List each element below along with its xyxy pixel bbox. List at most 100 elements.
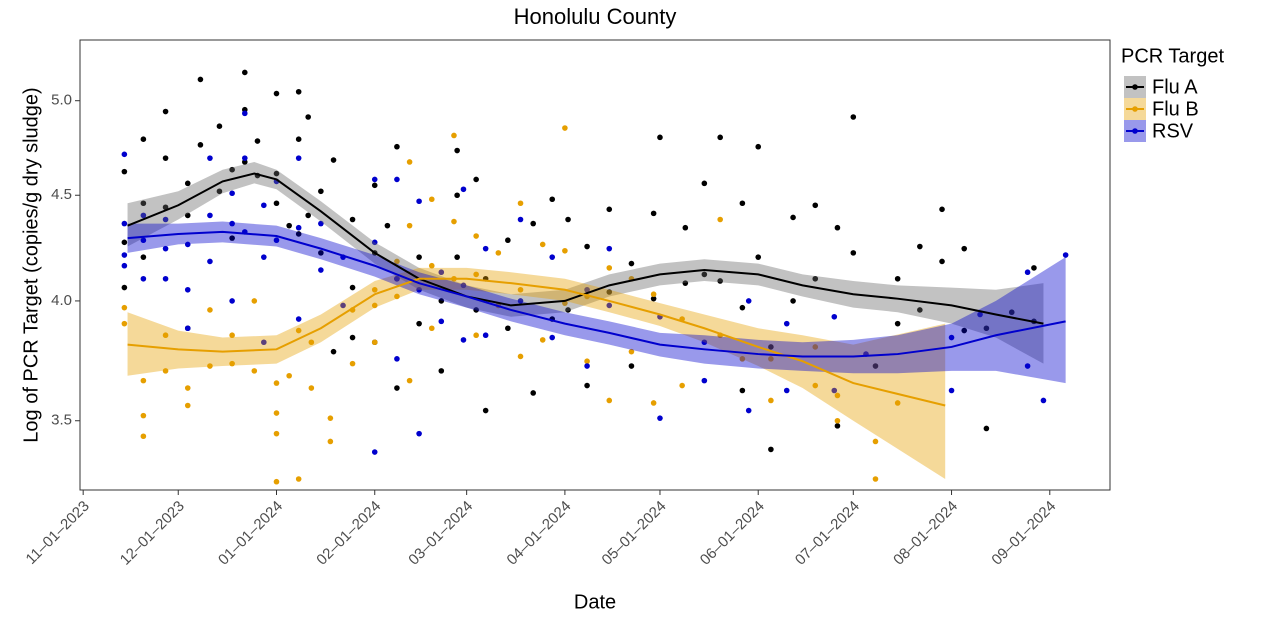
- data-point: [273, 200, 280, 207]
- data-point: [565, 216, 571, 223]
- data-point: [517, 200, 524, 207]
- data-point: [562, 125, 568, 131]
- data-point: [983, 325, 990, 332]
- data-point: [416, 254, 422, 260]
- data-point: [184, 241, 191, 248]
- data-point: [273, 170, 280, 177]
- data-point: [140, 200, 147, 207]
- data-point: [460, 186, 467, 193]
- data-point: [428, 196, 435, 203]
- data-point: [517, 286, 524, 293]
- legend-dot: [1132, 84, 1138, 90]
- data-point: [1024, 269, 1031, 276]
- data-point: [184, 212, 191, 219]
- data-point: [584, 286, 590, 293]
- data-point: [482, 332, 489, 339]
- data-point: [216, 188, 223, 195]
- data-point: [650, 400, 657, 406]
- data-point: [229, 235, 235, 241]
- data-point: [657, 415, 663, 421]
- data-point: [530, 220, 536, 227]
- data-point: [305, 114, 311, 120]
- data-point: [701, 377, 708, 384]
- data-point: [628, 363, 635, 369]
- y-tick-label: 5.0: [51, 92, 72, 109]
- trend-line: [127, 230, 1066, 358]
- data-point: [783, 387, 790, 394]
- data-point: [739, 200, 746, 207]
- data-point: [261, 339, 267, 346]
- data-point: [495, 250, 502, 256]
- data-point: [682, 224, 689, 231]
- data-point: [121, 239, 128, 246]
- data-point: [473, 332, 479, 339]
- data-point: [140, 412, 147, 419]
- data-point: [834, 423, 841, 429]
- data-point: [812, 275, 819, 282]
- data-point: [295, 316, 302, 322]
- data-point: [327, 438, 334, 445]
- data-point: [121, 262, 128, 269]
- legend-label: Flu A: [1152, 76, 1198, 98]
- data-point: [273, 237, 280, 244]
- data-point: [416, 430, 422, 437]
- x-tick-label: 11–01–2023: [23, 498, 93, 568]
- data-point: [261, 202, 267, 209]
- data-point: [650, 210, 657, 217]
- data-point: [812, 382, 819, 389]
- data-point: [460, 282, 467, 289]
- x-tick-label: 09–01–2024: [988, 498, 1059, 569]
- data-point: [454, 147, 460, 154]
- data-point: [657, 134, 663, 141]
- data-point: [318, 250, 324, 256]
- data-point: [939, 258, 945, 265]
- data-point: [121, 284, 128, 291]
- data-point: [768, 344, 774, 350]
- data-point: [207, 258, 213, 265]
- legend-item: Flu B: [1124, 98, 1199, 120]
- data-point: [505, 237, 511, 244]
- data-point: [273, 90, 280, 97]
- chart-title: Honolulu County: [514, 4, 677, 29]
- data-point: [251, 298, 258, 304]
- data-point: [371, 176, 378, 183]
- data-point: [549, 254, 556, 260]
- data-point: [628, 260, 635, 267]
- data-point: [454, 192, 460, 199]
- data-point: [216, 123, 223, 129]
- data-point: [682, 280, 689, 286]
- data-point: [872, 438, 879, 445]
- data-point: [349, 334, 356, 341]
- y-tick-label: 4.0: [51, 292, 72, 309]
- data-point: [473, 307, 479, 313]
- data-point: [349, 360, 356, 367]
- data-point: [606, 302, 613, 309]
- data-point: [812, 344, 819, 350]
- data-point: [330, 157, 337, 163]
- data-point: [305, 212, 311, 219]
- data-point: [295, 231, 302, 237]
- data-point: [812, 202, 819, 209]
- data-point: [834, 224, 841, 231]
- data-point: [394, 275, 400, 282]
- x-tick-label: 07–01–2024: [792, 498, 863, 569]
- data-point: [517, 298, 524, 304]
- data-point: [207, 155, 213, 161]
- data-point: [286, 222, 292, 229]
- data-point: [242, 110, 248, 117]
- legend-dot: [1132, 106, 1138, 112]
- data-point: [140, 136, 147, 143]
- data-point: [162, 245, 169, 252]
- data-point: [273, 430, 280, 437]
- data-point: [295, 224, 302, 231]
- data-point: [416, 320, 422, 327]
- data-point: [140, 254, 147, 260]
- data-point: [162, 368, 169, 374]
- data-point: [229, 298, 235, 304]
- data-point: [394, 385, 400, 391]
- data-point: [438, 368, 445, 374]
- data-point: [406, 222, 413, 229]
- data-point: [384, 222, 391, 229]
- data-point: [295, 476, 302, 482]
- x-tick-label: 08–01–2024: [890, 498, 961, 569]
